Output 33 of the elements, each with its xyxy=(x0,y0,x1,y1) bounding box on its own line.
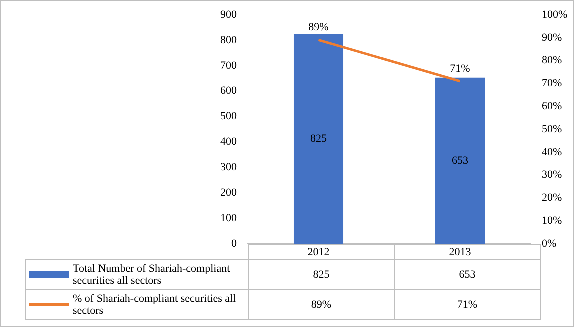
y2-tick-label: 40% xyxy=(542,146,562,158)
y-tick-label: 900 xyxy=(220,8,238,21)
y-tick-label: 700 xyxy=(220,60,238,72)
legend-label: % of Shariah-compliant securities all sectors xyxy=(73,292,238,316)
text: 653 xyxy=(452,154,468,167)
text: 825 xyxy=(310,132,327,145)
text: 89% xyxy=(308,22,329,34)
y-tick-label: 200 xyxy=(220,187,238,199)
y2-tick-label: 10% xyxy=(542,214,562,227)
y2-tick-label: 50% xyxy=(542,123,562,136)
y2-tick-label: 30% xyxy=(542,169,562,182)
y-tick-label: 300 xyxy=(220,162,238,174)
y2-tick-label: 60% xyxy=(542,100,562,112)
y-tick-label: 0 xyxy=(232,238,238,250)
y-tick-label: 600 xyxy=(220,85,238,98)
y-tick-label: 500 xyxy=(220,110,238,123)
x-tick-label: 2013 xyxy=(449,246,472,258)
data-label: 653 xyxy=(394,260,540,290)
data-label: 89% xyxy=(248,290,394,320)
text: 71% xyxy=(450,62,470,75)
y2-tick-label: 0% xyxy=(542,238,557,250)
y-tick-label: 100 xyxy=(220,212,238,224)
data-label: 71% xyxy=(394,290,540,320)
y2-tick-label: 20% xyxy=(542,192,562,204)
y-tick-label: 800 xyxy=(220,34,238,46)
y-tick-label: 400 xyxy=(220,136,238,148)
y2-tick-label: 80% xyxy=(542,54,562,67)
legend-label: Total Number of Shariah-compliant securities all sectors xyxy=(73,262,232,286)
y2-tick-label: 100% xyxy=(542,8,568,21)
y2-tick-label: 90% xyxy=(542,32,562,44)
x-tick-label: 2012 xyxy=(308,246,330,258)
data-label: 825 xyxy=(248,260,394,290)
y2-tick-label: 70% xyxy=(542,78,562,90)
